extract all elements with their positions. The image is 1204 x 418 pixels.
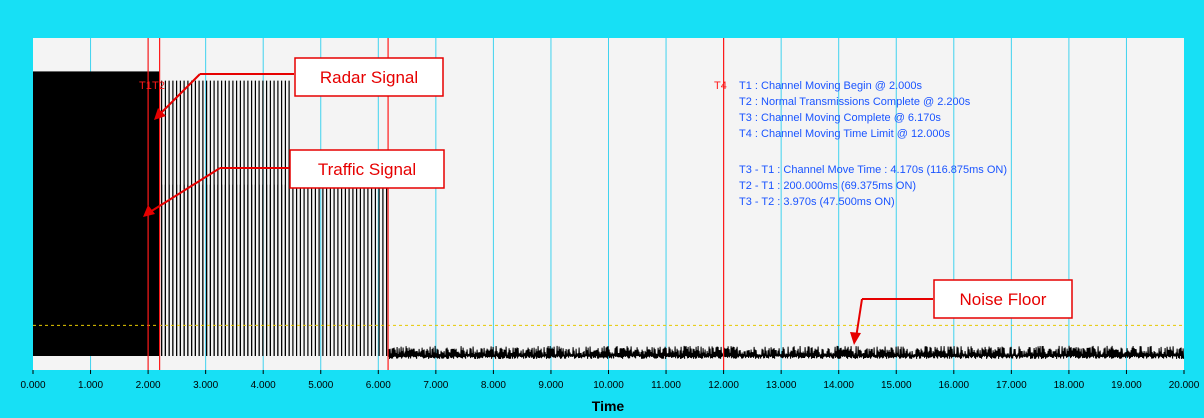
- info-line: T3 - T1 : Channel Move Time : 4.170s (11…: [739, 164, 1007, 176]
- signal-burst: [33, 71, 160, 356]
- x-tick-label: 10.000: [593, 380, 624, 391]
- x-tick-label: 16.000: [939, 380, 970, 391]
- info-line: T3 - T2 : 3.970s (47.500ms ON): [739, 196, 895, 208]
- x-tick-label: 18.000: [1054, 380, 1085, 391]
- x-tick-label: 13.000: [766, 380, 797, 391]
- info-line: T4 : Channel Moving Time Limit @ 12.000s: [739, 128, 951, 140]
- x-tick-label: 17.000: [996, 380, 1027, 391]
- x-tick-label: 8.000: [481, 380, 506, 391]
- x-tick-label: 1.000: [78, 380, 103, 391]
- x-tick-label: 6.000: [366, 380, 391, 391]
- callout-label: Traffic Signal: [318, 160, 416, 179]
- x-tick-label: 11.000: [651, 380, 681, 391]
- info-line: T2 - T1 : 200.000ms (69.375ms ON): [739, 180, 916, 192]
- marker-label-t4: T4: [714, 80, 727, 92]
- x-tick-label: 9.000: [538, 380, 563, 391]
- x-tick-label: 20.000: [1169, 380, 1200, 391]
- x-tick-label: 2.000: [136, 380, 161, 391]
- x-axis-title: Time: [592, 398, 625, 414]
- x-tick-label: 4.000: [251, 380, 276, 391]
- marker-label-t2: T2: [152, 80, 165, 92]
- x-tick-label: 0.000: [20, 380, 45, 391]
- info-line: T2 : Normal Transmissions Complete @ 2.2…: [739, 96, 971, 108]
- callout-label: Radar Signal: [320, 68, 418, 87]
- x-tick-label: 3.000: [193, 380, 218, 391]
- info-line: T1 : Channel Moving Begin @ 2.000s: [739, 80, 922, 92]
- x-tick-label: 12.000: [708, 380, 739, 391]
- info-line: T3 : Channel Moving Complete @ 6.170s: [739, 112, 941, 124]
- x-tick-label: 15.000: [881, 380, 912, 391]
- callout-label: Noise Floor: [960, 290, 1047, 309]
- x-tick-label: 19.000: [1111, 380, 1142, 391]
- x-tick-label: 5.000: [308, 380, 333, 391]
- x-tick-label: 14.000: [823, 380, 854, 391]
- signal-pulses: [162, 185, 387, 356]
- x-tick-label: 7.000: [423, 380, 448, 391]
- marker-label-t1: T1: [139, 80, 152, 92]
